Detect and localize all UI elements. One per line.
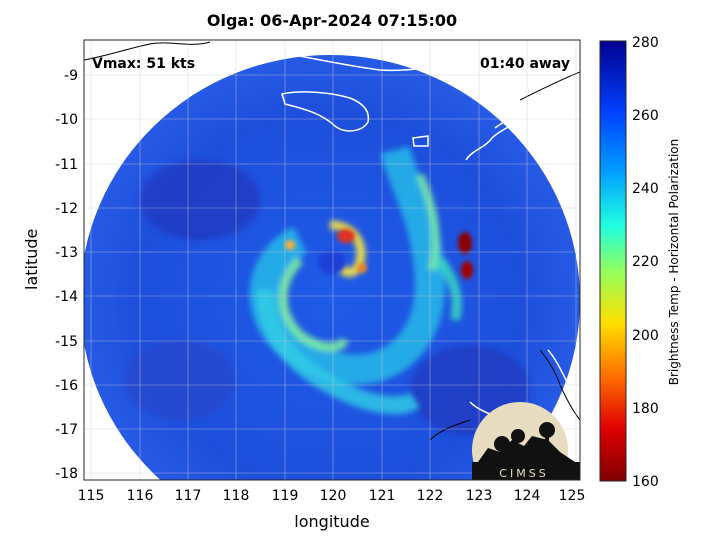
x-tick-label: 117 [175,488,202,504]
colorbar-tick-label: 160 [632,474,659,490]
axes-frame [83,39,581,481]
x-tick-label: 118 [223,488,250,504]
x-tick-label: 115 [78,488,105,504]
x-tick-label: 124 [514,488,541,504]
y-tick-label: -15 [55,334,78,350]
colorbar-tick-label: 200 [632,328,659,344]
x-tick-label: 119 [272,488,299,504]
colorbar-tick-label: 260 [632,108,659,124]
x-tick-label: 116 [127,488,154,504]
x-tick-label: 121 [369,488,396,504]
x-tick-label: 120 [320,488,347,504]
y-tick-label: -16 [55,378,78,394]
cold-cores [285,229,473,279]
colorbar-ticks: 160 180 200 220 240 260 280 [632,35,659,490]
y-tick-label: -11 [55,157,78,173]
grid-lines [84,40,580,480]
cimss-logo: CIMSS [472,402,580,480]
x-ticks: 115 116 117 118 119 120 121 122 123 124 … [78,488,586,504]
x-tick-label: 125 [559,488,586,504]
x-tick-label: 123 [466,488,493,504]
y-tick-label: -12 [55,201,78,217]
y-tick-label: -13 [55,245,78,261]
colorbar-tick-label: 280 [632,35,659,51]
colorbar-label: Brightness Temp - Horizontal Polarizatio… [667,139,681,386]
vmax-label: Vmax: 51 kts [92,56,195,72]
time-away-label: 01:40 away [480,56,570,72]
map-title: Olga: 06-Apr-2024 07:15:00 [206,11,458,30]
colorbar-tick-label: 240 [632,181,659,197]
logo-text: CIMSS [499,467,548,480]
x-tick-label: 122 [417,488,444,504]
colorbar-tick-label: 180 [632,401,659,417]
y-tick-label: -9 [64,68,78,84]
rain-bands [249,146,462,415]
colorbar-tick-label: 220 [632,254,659,270]
y-tick-label: -14 [55,289,78,305]
y-ticks: -9 -10 -11 -12 -13 -14 -15 -16 -17 -18 [55,68,78,482]
x-axis-label: longitude [294,512,370,531]
y-tick-label: -17 [55,422,78,438]
y-tick-label: -18 [55,466,78,482]
y-tick-label: -10 [55,112,78,128]
colorbar [599,40,627,482]
